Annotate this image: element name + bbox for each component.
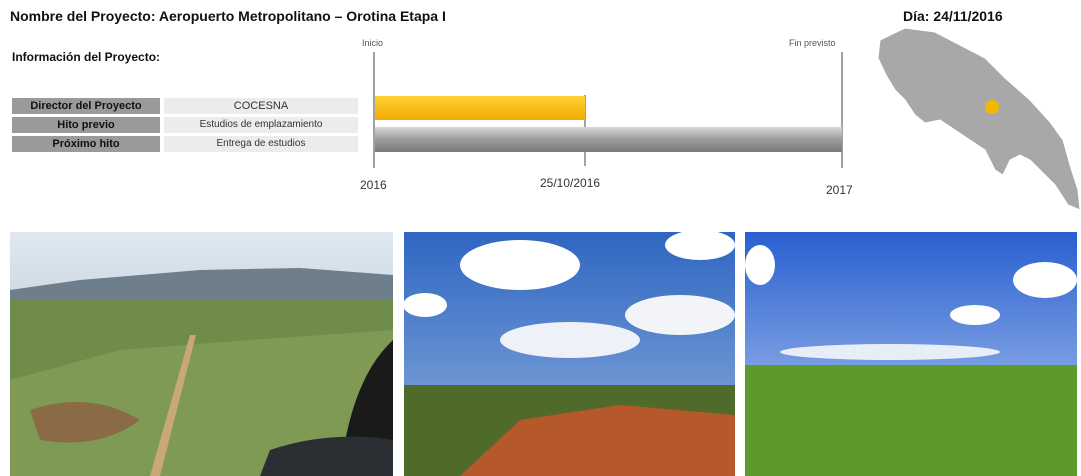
info-value: Estudios de emplazamiento <box>164 117 358 133</box>
photo-aerial <box>10 232 393 476</box>
timeline-date: 2016 <box>360 178 387 192</box>
photo-clouds <box>403 230 735 476</box>
start-label: Inicio <box>362 38 383 48</box>
graphics <box>0 0 1081 476</box>
info-label: Próximo hito <box>12 136 160 152</box>
total-bar <box>375 127 842 152</box>
timeline-date: 2017 <box>826 183 853 197</box>
info-value: Entrega de estudios <box>164 136 358 152</box>
photo-field <box>745 232 1077 476</box>
timeline-date: 25/10/2016 <box>540 176 600 190</box>
map <box>878 28 1080 210</box>
report-date: Día: 24/11/2016 <box>903 8 1003 24</box>
country-shape <box>878 28 1080 210</box>
project-title: Nombre del Proyecto: Aeropuerto Metropol… <box>10 8 446 24</box>
end-label: Fin previsto <box>789 38 836 48</box>
page: Nombre del Proyecto: Aeropuerto Metropol… <box>0 0 1081 476</box>
info-label: Hito previo <box>12 117 160 133</box>
location-dot <box>985 100 999 114</box>
info-value: COCESNA <box>164 98 358 114</box>
timeline <box>374 52 842 168</box>
info-label: Director del Proyecto <box>12 98 160 114</box>
info-heading: Información del Proyecto: <box>12 50 160 64</box>
progress-bar <box>375 96 585 120</box>
